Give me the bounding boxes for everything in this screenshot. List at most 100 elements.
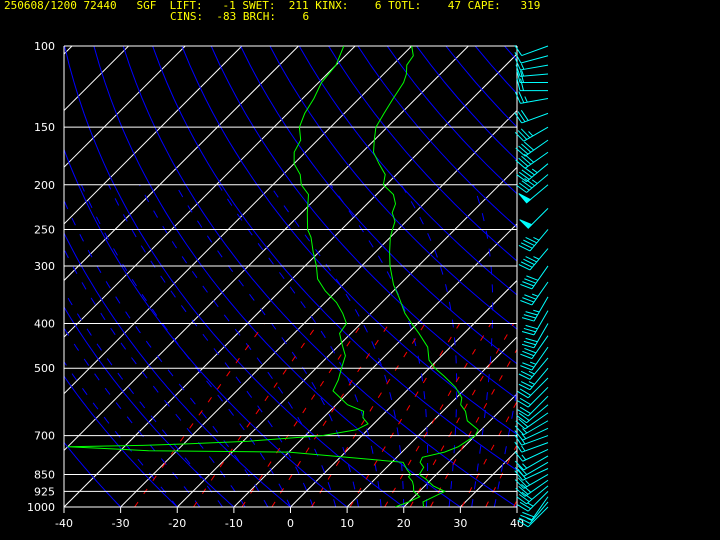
wind-barb [514,474,549,489]
temperature-tick-label: -30 [112,517,130,530]
dry-adiabat-line [593,46,720,507]
isotherm-line [64,46,413,395]
wind-barb [516,78,548,92]
isotherm-line [574,46,720,507]
wind-barb [514,448,549,462]
dry-adiabat-line [298,46,517,296]
isotherm-line [516,506,517,507]
wind-barb [521,310,549,336]
pressure-tick-label: 300 [34,260,55,273]
isotherm-line [0,46,15,507]
temperature-tick-label: -20 [168,517,186,530]
dry-adiabat-line [504,46,517,61]
wind-barb [514,455,549,471]
temperature-tick-label: 20 [397,517,411,530]
moist-adiabat-line [64,360,178,507]
isotherm-line [346,336,517,507]
wind-barb [515,139,549,157]
wind-barb [520,281,549,306]
wind-barb [520,335,549,360]
wind-barb [515,479,549,497]
mixing-ratio-line [384,323,492,507]
wind-barb [514,45,549,57]
moist-adiabat-line [64,248,246,507]
wind-barb [518,357,549,380]
temperature-trace [372,46,479,507]
temperature-tick-label: -40 [55,517,73,530]
dry-adiabat-line [386,46,517,195]
moist-adiabat-line [400,184,458,507]
isotherm-line [64,46,186,168]
wind-barb [518,248,549,271]
temperature-tick-label: 30 [453,517,467,530]
dry-adiabat-line [445,46,517,128]
wind-barb [517,506,549,528]
pressure-tick-label: 850 [34,468,55,481]
wind-barb [514,91,549,104]
dry-adiabat-line [416,46,517,162]
moist-adiabat-line [330,184,429,507]
isotherm-line [403,393,517,507]
isotherm-line [64,46,469,452]
moist-adiabat-line [64,327,201,507]
temperature-tick-label: 10 [340,517,354,530]
wind-barb [514,110,549,124]
moist-adiabat-line [540,185,631,507]
dry-adiabat-line [64,441,121,507]
wind-barb [520,496,549,521]
wind-barb [517,395,549,417]
wind-barb [516,485,549,505]
pressure-tick-label: 100 [34,40,55,53]
wind-barb [515,412,549,430]
wind-barb [517,491,549,512]
temperature-tick-label: 40 [510,517,524,530]
temperature-tick-label: 0 [287,517,294,530]
isotherm-line [120,109,517,507]
wind-barb [515,64,549,77]
wind-barb [516,404,549,424]
pressure-tick-label: 250 [34,223,55,236]
dewpoint-trace [67,46,421,507]
wind-barb [514,461,549,477]
wind-barb [520,346,549,371]
pressure-tick-label: 150 [34,121,55,134]
wind-barb [515,151,549,169]
isotherm-line [176,166,517,507]
wind-barb [521,323,549,349]
dry-adiabat-line [240,46,517,365]
moist-adiabat-line [139,184,337,507]
dry-adiabat-line [563,46,720,507]
dry-adiabat-line [181,46,517,435]
dry-adiabat-line [64,148,348,507]
moist-adiabat-line [218,184,382,507]
isotherm-line [64,46,356,338]
pressure-tick-label: 400 [34,318,55,331]
pressure-tick-label: 500 [34,362,55,375]
moist-adiabat-line [64,199,269,507]
wind-barb [518,367,549,391]
mixing-ratio-line [271,323,390,507]
wind-barb [519,208,549,229]
mixing-ratio-line [134,323,265,507]
temperature-tick-label: -10 [225,517,243,530]
isotherm-line [64,46,243,225]
dry-adiabat-line [357,46,517,228]
pressure-tick-label: 925 [34,485,55,498]
wind-barb [514,441,549,453]
pressure-tick-label: 1000 [27,501,55,514]
dry-adiabat-line [534,46,720,507]
dry-adiabat-line [64,375,178,507]
mixing-ratio-line [311,323,426,507]
wind-barb [514,420,549,436]
dry-adiabat-line [122,46,517,507]
wind-barb [517,377,549,399]
mixing-ratio-line [349,323,461,507]
moist-adiabat-line [64,289,223,507]
wind-barb [514,58,549,71]
wind-barb [518,229,549,252]
wind-barb [516,174,549,193]
wind-barb [520,265,549,290]
wind-barb [514,51,549,64]
isotherm-line [460,449,517,507]
